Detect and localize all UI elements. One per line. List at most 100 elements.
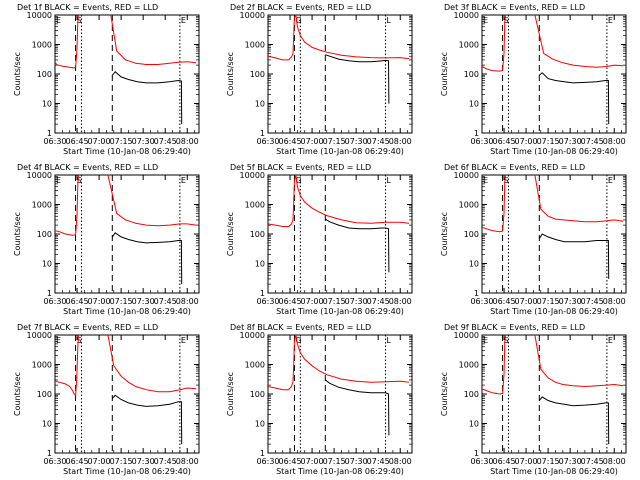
- panel-title: Det 2f BLACK = Events, RED = LLD: [230, 3, 371, 12]
- y-tick-label: 100: [37, 70, 52, 79]
- plot-frame: [481, 14, 627, 134]
- event-marker-label: E: [483, 16, 488, 25]
- x-tick-label: 07:15: [110, 137, 133, 146]
- y-tick-label: 1000: [32, 361, 52, 370]
- x-tick-label: 07:45: [367, 457, 390, 466]
- plot-frame: [54, 14, 200, 134]
- y-tick-label: 10000: [454, 331, 479, 340]
- y-axis-label: Counts/sec: [226, 372, 235, 416]
- x-tick-label: 06:30: [43, 137, 66, 146]
- y-tick-label: 1000: [245, 201, 265, 210]
- x-tick-label: 07:15: [537, 297, 560, 306]
- plot-frame: [267, 174, 413, 294]
- x-tick-label: 07:15: [537, 137, 560, 146]
- y-axis-label: Counts/sec: [13, 372, 22, 416]
- x-tick-label: 08:00: [603, 457, 626, 466]
- y-tick-label: 10: [42, 260, 52, 269]
- series-line-lld: [55, 335, 79, 397]
- series-line-events: [111, 70, 183, 125]
- y-tick-label: 100: [464, 70, 479, 79]
- y-tick-label: 100: [464, 230, 479, 239]
- event-marker-label: E: [181, 16, 186, 25]
- x-tick-label: 07:30: [559, 457, 582, 466]
- x-tick-label: 06:30: [470, 297, 493, 306]
- detector-panel-8: Det 8f BLACK = Events, RED = LLD 1 10 100 10…: [226, 323, 413, 476]
- series-line-lld: [268, 175, 410, 227]
- y-tick-label: 1000: [459, 201, 479, 210]
- event-marker-label: S: [504, 336, 509, 345]
- panel-title: Det 6f BLACK = Events, RED = LLD: [444, 163, 585, 172]
- x-tick-label: 07:45: [367, 137, 390, 146]
- series-line-lld: [268, 335, 410, 391]
- x-tick-label: 06:30: [43, 297, 66, 306]
- series-line-lld: [268, 15, 410, 61]
- plot-frame: [54, 334, 200, 454]
- x-axis-label: Start Time (10-Jan-08 06:29:40): [63, 307, 191, 316]
- x-tick-label: 08:00: [176, 297, 199, 306]
- x-tick-label: 06:30: [256, 457, 279, 466]
- series-line-events: [538, 233, 610, 279]
- x-tick-label: 07:30: [132, 137, 155, 146]
- y-tick-label: 10: [469, 100, 479, 109]
- x-tick-label: 06:45: [493, 457, 516, 466]
- x-tick-label: 07:15: [323, 297, 346, 306]
- series-line-events: [111, 232, 183, 285]
- x-tick-label: 06:45: [279, 137, 302, 146]
- y-tick-label: 1: [474, 449, 479, 458]
- x-tick-label: 06:45: [66, 297, 89, 306]
- series-line-lld: [482, 335, 506, 395]
- event-marker-label: S: [77, 16, 82, 25]
- y-tick-label: 1: [47, 129, 52, 138]
- plot-frame: [481, 174, 627, 294]
- plot-frame: [267, 334, 413, 454]
- y-tick-label: 1000: [245, 361, 265, 370]
- panel-title: Det 7f BLACK = Events, RED = LLD: [17, 323, 158, 332]
- y-tick-label: 100: [250, 390, 265, 399]
- x-tick-label: 07:45: [154, 297, 177, 306]
- x-tick-label: 07:00: [301, 137, 324, 146]
- x-tick-label: 08:00: [389, 137, 412, 146]
- x-tick-label: 08:00: [603, 137, 626, 146]
- x-tick-label: 07:45: [367, 297, 390, 306]
- series-line-events: [538, 72, 610, 125]
- panel-title: Det 5f BLACK = Events, RED = LLD: [230, 163, 371, 172]
- x-tick-label: 07:45: [581, 297, 604, 306]
- x-tick-label: 06:45: [493, 297, 516, 306]
- x-axis-label: Start Time (10-Jan-08 06:29:40): [490, 147, 618, 156]
- y-tick-label: 10000: [240, 331, 265, 340]
- series-line-events: [324, 379, 390, 436]
- x-tick-label: 06:30: [256, 137, 279, 146]
- x-tick-label: 07:00: [515, 297, 538, 306]
- x-tick-label: 08:00: [176, 137, 199, 146]
- y-tick-label: 1000: [459, 361, 479, 370]
- event-marker-label: S: [504, 16, 509, 25]
- panel-title: Det 1f BLACK = Events, RED = LLD: [17, 3, 158, 12]
- x-axis-label: Start Time (10-Jan-08 06:29:40): [276, 307, 404, 316]
- y-axis-label: Counts/sec: [440, 212, 449, 256]
- panel-title: Det 8f BLACK = Events, RED = LLD: [230, 323, 371, 332]
- y-tick-label: 1000: [32, 41, 52, 50]
- series-line-lld: [482, 15, 506, 72]
- y-tick-label: 1: [260, 129, 265, 138]
- y-tick-label: 1: [47, 449, 52, 458]
- event-marker-label: S: [504, 176, 509, 185]
- x-tick-label: 07:30: [559, 137, 582, 146]
- x-axis-label: Start Time (10-Jan-08 06:29:40): [276, 467, 404, 476]
- y-tick-label: 10: [42, 100, 52, 109]
- y-tick-label: 10: [42, 420, 52, 429]
- x-tick-label: 07:30: [345, 137, 368, 146]
- x-tick-label: 06:45: [279, 297, 302, 306]
- x-axis-label: Start Time (10-Jan-08 06:29:40): [490, 467, 618, 476]
- y-tick-label: 1000: [32, 201, 52, 210]
- x-tick-label: 08:00: [603, 297, 626, 306]
- y-axis-label: Counts/sec: [440, 372, 449, 416]
- y-tick-label: 10: [255, 260, 265, 269]
- y-tick-label: 1: [260, 289, 265, 298]
- panel-title: Det 9f BLACK = Events, RED = LLD: [444, 323, 585, 332]
- x-tick-label: 07:00: [301, 297, 324, 306]
- x-tick-label: 07:30: [132, 457, 155, 466]
- x-tick-label: 07:30: [345, 297, 368, 306]
- x-tick-label: 06:30: [43, 457, 66, 466]
- y-tick-label: 100: [37, 230, 52, 239]
- plot-frame: [481, 334, 627, 454]
